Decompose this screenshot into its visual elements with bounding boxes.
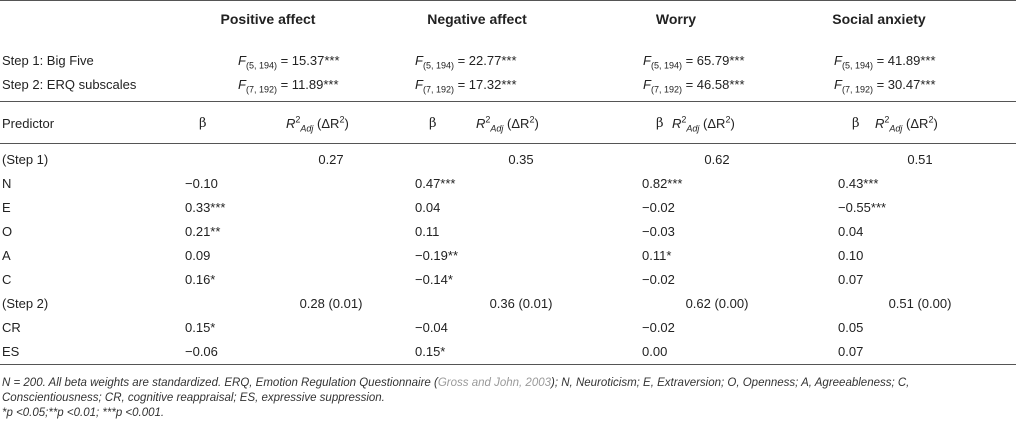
beta-header: β — [199, 116, 207, 131]
row-label: (Step 1) — [2, 152, 49, 167]
row-label: A — [2, 248, 11, 263]
beta-cell: 0.11* — [642, 248, 672, 263]
r2-cell: 0.35 — [508, 152, 534, 167]
table-bottom-rule — [0, 364, 1016, 365]
beta-cell: 0.05 — [838, 320, 864, 335]
beta-cell: 0.47*** — [415, 176, 456, 191]
beta-cell: −0.10 — [185, 176, 218, 191]
beta-cell: 0.07 — [838, 344, 864, 359]
beta-cell: 0.07 — [838, 272, 864, 287]
beta-cell: 0.82*** — [642, 176, 683, 191]
r2-cell: 0.28 (0.01) — [299, 296, 363, 311]
r2-adj-header: R2Adj (ΔR2) — [672, 114, 735, 134]
row-label: C — [2, 272, 12, 287]
row-label: (Step 2) — [2, 296, 49, 311]
beta-cell: 0.00 — [642, 344, 668, 359]
row-label: O — [2, 224, 13, 239]
row-label: CR — [2, 320, 21, 335]
beta-cell: 0.04 — [415, 200, 441, 215]
row-label: E — [2, 200, 11, 215]
r2-adj-header: R2Adj (ΔR2) — [476, 114, 539, 134]
f-stat-cell: F(5, 194) = 65.79*** — [643, 53, 745, 71]
column-header-0: Positive affect — [220, 11, 316, 27]
beta-header: β — [429, 116, 437, 131]
r2-adj-header: R2Adj (ΔR2) — [875, 114, 938, 134]
beta-cell: −0.02 — [642, 200, 675, 215]
beta-cell: −0.02 — [642, 272, 675, 287]
beta-cell: −0.03 — [642, 224, 675, 239]
table-top-rule — [0, 0, 1016, 1]
f-stat-cell: F(5, 194) = 22.77*** — [415, 53, 517, 71]
r2-cell: 0.51 — [907, 152, 933, 167]
table-notes: N = 200. All beta weights are standardiz… — [2, 376, 1002, 421]
r2-adj-header: R2Adj (ΔR2) — [286, 114, 349, 134]
beta-cell: −0.06 — [185, 344, 218, 359]
beta-cell: 0.33*** — [185, 200, 226, 215]
beta-cell: −0.55*** — [838, 200, 887, 215]
notes-line-1: N = 200. All beta weights are standardiz… — [2, 377, 910, 389]
column-header-3: Social anxiety — [832, 11, 926, 27]
beta-cell: 0.15* — [415, 344, 446, 359]
beta-cell: 0.10 — [838, 248, 864, 263]
beta-cell: −0.02 — [642, 320, 675, 335]
r2-cell: 0.36 (0.01) — [489, 296, 553, 311]
beta-cell: 0.21** — [185, 224, 221, 239]
row-label: N — [2, 176, 12, 191]
f-stat-cell: F(7, 192) = 46.58*** — [643, 77, 745, 95]
beta-cell: 0.16* — [185, 272, 216, 287]
f-row-label: Step 2: ERQ subscales — [2, 77, 137, 92]
beta-cell: 0.43*** — [838, 176, 879, 191]
beta-cell: −0.14* — [415, 272, 453, 287]
beta-cell: −0.19** — [415, 248, 459, 263]
f-stat-cell: F(5, 194) = 15.37*** — [238, 53, 340, 71]
column-header-1: Negative affect — [427, 11, 527, 27]
f-stat-cell: F(5, 194) = 41.89*** — [834, 53, 936, 71]
notes-line-3: *p <0.05;**p <0.01; ***p <0.001. — [2, 407, 165, 419]
column-header-2: Worry — [655, 11, 697, 27]
regression-table: Positive affect Negative affect Worry Socia… — [0, 0, 1016, 365]
r2-cell: 0.51 (0.00) — [888, 296, 952, 311]
f-row-label: Step 1: Big Five — [2, 53, 94, 68]
table-rule-header — [0, 143, 1016, 144]
notes-line-2: Conscientiousness; CR, cognitive reappra… — [2, 392, 385, 404]
beta-cell: 0.11 — [415, 224, 440, 239]
beta-cell: 0.09 — [185, 248, 211, 263]
f-stat-cell: F(7, 192) = 17.32*** — [415, 77, 517, 95]
predictor-header: Predictor — [2, 116, 55, 131]
f-stat-cell: F(7, 192) = 30.47*** — [834, 77, 936, 95]
beta-cell: 0.15* — [185, 320, 216, 335]
beta-cell: 0.04 — [838, 224, 864, 239]
beta-cell: −0.04 — [415, 320, 448, 335]
r2-cell: 0.62 (0.00) — [685, 296, 749, 311]
r2-cell: 0.27 — [318, 152, 344, 167]
f-stat-cell: F(7, 192) = 11.89*** — [238, 77, 339, 95]
r2-cell: 0.62 — [704, 152, 730, 167]
citation-link[interactable]: Gross and John, 2003 — [437, 377, 552, 389]
beta-header: β — [852, 116, 860, 131]
table-rule-f — [0, 101, 1016, 102]
beta-header: β — [656, 116, 664, 131]
row-label: ES — [2, 344, 20, 359]
